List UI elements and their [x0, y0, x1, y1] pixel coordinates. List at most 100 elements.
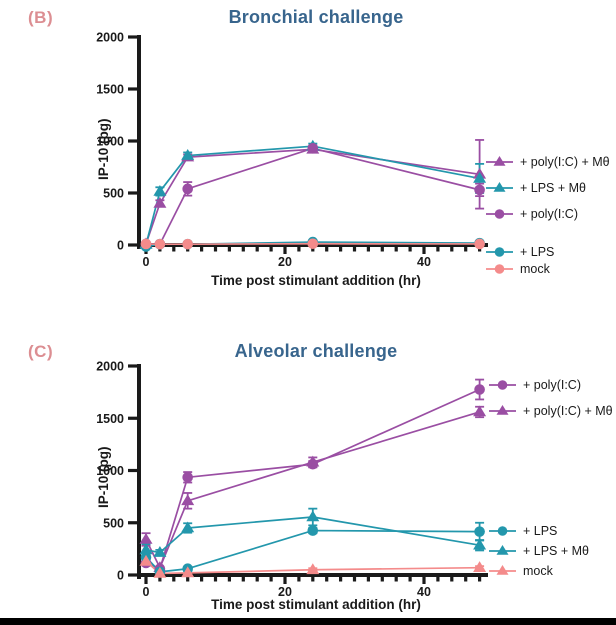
- y-tick-label: 0: [117, 569, 124, 583]
- x-minor-tick: [339, 577, 343, 582]
- x-minor-tick: [227, 247, 231, 252]
- x-tick-label: 20: [278, 585, 292, 599]
- series-line: [145, 411, 480, 569]
- x-minor-tick: [200, 247, 204, 252]
- data-point-marker: [494, 263, 505, 274]
- y-tick-label: 1500: [96, 83, 124, 97]
- legend-alveolar-bottom: + LPS + LPS + Mθ mock: [489, 521, 589, 581]
- legend-item: + poly(I:C) + Mθ: [486, 149, 610, 175]
- y-tick-label: 1000: [96, 464, 124, 478]
- triangle-legend-marker-icon: [486, 182, 513, 192]
- data-point-marker: [494, 209, 505, 219]
- x-minor-tick: [241, 577, 245, 582]
- x-minor-tick: [352, 577, 357, 582]
- x-tick-label: 40: [417, 585, 431, 599]
- x-minor-tick: [186, 577, 190, 582]
- legend-item: + LPS + Mθ: [486, 175, 610, 201]
- legend-item: mock: [489, 561, 589, 581]
- data-point-marker: [181, 149, 195, 160]
- x-tick-label: 0: [143, 585, 150, 599]
- legend-label: + LPS: [523, 524, 558, 538]
- panel-label-b: (B): [28, 8, 54, 27]
- y-tick: [128, 243, 137, 247]
- plot-area-alveolar: 0 500 1000 1500 2000 0 20 40: [96, 360, 488, 599]
- data-point-marker: [493, 156, 506, 166]
- data-point-marker: [496, 405, 509, 415]
- x-minor-tick: [172, 577, 176, 582]
- data-point-marker: [493, 182, 506, 192]
- data-point-marker: [473, 405, 487, 417]
- data-point-marker: [473, 561, 487, 572]
- circle-legend-marker-icon: [486, 246, 513, 257]
- x-minor-tick: [450, 577, 454, 582]
- legend-bronchial-bottom: + LPS mock: [486, 243, 554, 277]
- x-minor-tick: [366, 247, 370, 252]
- y-tick: [128, 521, 137, 525]
- data-point-marker: [307, 238, 319, 250]
- legend-item: + poly(I:C) + Mθ: [489, 398, 613, 424]
- x-minor-tick: [241, 247, 245, 252]
- x-minor-tick: [408, 247, 412, 252]
- legend-label: + poly(I:C) + Mθ: [523, 404, 613, 418]
- y-tick-label: 2000: [96, 360, 124, 374]
- y-tick: [128, 35, 137, 39]
- data-point-marker: [181, 494, 195, 506]
- x-major-tick: [422, 577, 426, 584]
- y-tick-label: 2000: [96, 31, 124, 45]
- x-minor-tick: [311, 577, 315, 582]
- panel-label-c: (C): [28, 342, 54, 361]
- y-tick-label: 500: [103, 187, 124, 201]
- y-tick-label: 1500: [96, 412, 124, 426]
- x-minor-tick: [380, 577, 384, 582]
- legend-item: + LPS: [489, 521, 589, 541]
- legend-item: + poly(I:C): [486, 201, 610, 227]
- x-minor-tick: [297, 247, 301, 252]
- x-minor-tick: [408, 577, 412, 582]
- x-minor-tick: [311, 247, 315, 252]
- data-point-marker: [153, 184, 167, 196]
- legend-label: mock: [523, 564, 553, 578]
- series-line: [145, 147, 480, 246]
- x-minor-tick: [394, 577, 398, 582]
- x-tick-label: 20: [278, 255, 292, 269]
- y-tick: [128, 573, 137, 577]
- x-minor-tick: [172, 247, 176, 252]
- data-point-marker: [474, 526, 485, 537]
- x-minor-tick: [380, 247, 384, 252]
- x-tick-label: 40: [417, 255, 431, 269]
- legend-label: + poly(I:C) + Mθ: [520, 155, 610, 169]
- legend-bronchial-top: + poly(I:C) + Mθ + LPS + Mθ + poly(I:C): [486, 149, 610, 227]
- y-tick: [128, 364, 137, 368]
- x-major-tick: [283, 247, 287, 254]
- x-major-tick: [422, 247, 426, 254]
- data-point-marker: [474, 184, 485, 196]
- legend-item: + LPS: [486, 243, 554, 260]
- x-minor-tick: [352, 247, 357, 252]
- series-line: [145, 148, 480, 245]
- y-tick: [128, 139, 137, 143]
- data-point-marker: [306, 455, 320, 467]
- legend-label: + poly(I:C): [523, 378, 582, 392]
- y-tick-label: 500: [103, 516, 124, 530]
- x-minor-tick: [478, 577, 482, 582]
- data-point-marker: [153, 566, 167, 578]
- circle-legend-marker-icon: [489, 526, 516, 536]
- data-point-marker: [306, 510, 320, 522]
- data-point-marker: [153, 546, 167, 557]
- x-minor-tick: [325, 577, 329, 582]
- y-tick-label: 0: [117, 239, 124, 253]
- x-minor-tick: [325, 247, 329, 252]
- circle-legend-marker-icon: [486, 263, 513, 274]
- x-minor-tick: [366, 577, 370, 582]
- data-point-marker: [181, 521, 195, 533]
- triangle-legend-marker-icon: [489, 405, 516, 415]
- panel-title-bronchial: Bronchial challenge: [228, 7, 404, 27]
- data-point-marker: [307, 525, 319, 536]
- legend-item: + LPS + Mθ: [489, 541, 589, 561]
- data-point-marker: [497, 380, 508, 390]
- data-point-marker: [474, 238, 485, 250]
- legend-label: + LPS + Mθ: [520, 181, 587, 195]
- data-point-marker: [496, 565, 509, 575]
- y-tick-label: 1000: [96, 135, 124, 149]
